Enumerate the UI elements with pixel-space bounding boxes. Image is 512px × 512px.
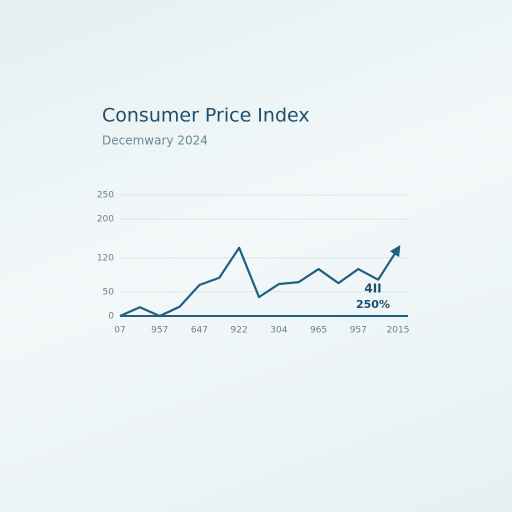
line [119,245,401,318]
x-tick-label: 647 [191,326,208,336]
x-tick-label: 957 [350,326,367,336]
x-tick-label: 957 [151,326,168,336]
y-tick-label: 250 [97,191,114,201]
x-tick-label: 304 [270,326,287,336]
annotation: 250% [356,298,390,311]
x-tick-label: 07 [114,326,125,336]
chart-title: Consumer Price Index [102,105,310,127]
x-tick-label: 2015 [387,326,410,336]
annotation: 4II [364,282,381,296]
y-tick-label: 50 [103,287,115,297]
y-tick-label: 120 [97,253,114,263]
x-tick-label: 965 [310,326,327,336]
y-tick-label: 0 [108,312,114,322]
chart-subtitle: Decemwary 2024 [102,134,208,148]
x-tick-label: 922 [231,326,248,336]
y-tick-label: 200 [97,215,114,225]
